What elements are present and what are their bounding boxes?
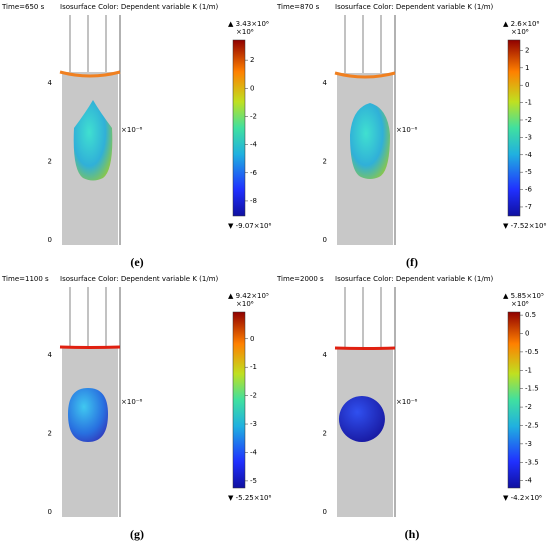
axis-scale: ×10⁻⁶ <box>396 398 417 406</box>
colorbar-min: ▼ -9.07×10⁶ <box>228 222 271 230</box>
time-label: Time=650 s <box>1 3 45 11</box>
colorbar-tick-label: -3 <box>525 440 532 448</box>
colorbar-tick-label: -8 <box>250 197 257 205</box>
colorbar-tick-label: -2 <box>525 116 532 124</box>
plot-title: Isosurface Color: Dependent variable K (… <box>335 3 494 11</box>
colorbar-min: ▼ -7.52×10⁶ <box>503 222 546 230</box>
colorbar-tick-label: -7 <box>525 203 532 211</box>
colorbar-tick-label: -5 <box>250 477 257 485</box>
colorbar-tick-label: -3 <box>250 420 257 428</box>
colorbar-tick-label: -2 <box>525 403 532 411</box>
colorbar-tick-label: 0 <box>250 335 254 343</box>
plot-title: Isosurface Color: Dependent variable K (… <box>60 275 219 283</box>
caption: (e) <box>130 255 143 269</box>
colorbar-tick-label: -4 <box>250 141 258 149</box>
panel: Time=1100 s Isosurface Color: Dependent v… <box>1 275 271 541</box>
interface <box>59 70 121 78</box>
colorbar-tick-label: -3 <box>525 133 532 141</box>
colorbar <box>232 39 246 217</box>
colorbar-tick-label: -0.5 <box>525 348 539 356</box>
colorbar-multiplier: ×10⁶ <box>511 28 529 36</box>
colorbar-tick-label: -2 <box>250 112 257 120</box>
colorbar-max: ▲ 2.6×10⁶ <box>503 20 540 28</box>
caption: (g) <box>130 527 144 541</box>
colorbar-tick-label: 0 <box>525 330 529 338</box>
colorbar-tick-label: -4 <box>250 448 258 456</box>
y-tick-label: 0 <box>48 508 52 516</box>
colorbar <box>507 39 521 217</box>
time-label: Time=870 s <box>276 3 320 11</box>
colorbar-max: ▲ 3.43×10⁶ <box>228 20 269 28</box>
colorbar-tick-label: 0 <box>250 84 254 92</box>
caption: (h) <box>405 527 420 541</box>
colorbar-tick-label: -3.5 <box>525 458 539 466</box>
panel: Time=870 s Isosurface Color: Dependent va… <box>276 3 546 269</box>
droplet <box>350 103 390 179</box>
y-tick-label: 0 <box>323 508 327 516</box>
colorbar-tick-label: -6 <box>525 186 533 194</box>
colorbar-tick-label: -1 <box>250 363 257 371</box>
plot-title: Isosurface Color: Dependent variable K (… <box>335 275 494 283</box>
interface <box>334 71 396 79</box>
colorbar-multiplier: ×10⁶ <box>236 300 254 308</box>
colorbar-max: ▲ 5.85×10⁵ <box>503 292 544 300</box>
droplet <box>338 396 385 442</box>
y-tick-label: 4 <box>48 79 53 87</box>
colorbar-tick-label: -6 <box>250 169 258 177</box>
plot-title: Isosurface Color: Dependent variable K (… <box>60 3 219 11</box>
colorbar-tick-label: -1 <box>525 99 532 107</box>
colorbar-multiplier: ×10⁶ <box>236 28 254 36</box>
time-label: Time=2000 s <box>276 275 324 283</box>
colorbar-tick-label: 1 <box>525 64 529 72</box>
colorbar-tick-label: -4 <box>525 151 533 159</box>
interface <box>334 346 396 350</box>
colorbar <box>507 311 521 489</box>
y-tick-label: 0 <box>48 236 52 244</box>
time-label: Time=1100 s <box>1 275 49 283</box>
y-tick-label: 2 <box>48 158 52 166</box>
axis-scale: ×10⁻⁶ <box>396 126 417 134</box>
y-tick-label: 2 <box>323 430 327 438</box>
colorbar-tick-label: 0.5 <box>525 311 536 319</box>
colorbar-tick-label: -2.5 <box>525 421 539 429</box>
y-tick-label: 0 <box>323 236 327 244</box>
colorbar-tick-label: -4 <box>525 477 533 485</box>
y-tick-label: 4 <box>48 351 53 359</box>
caption: (f) <box>406 255 418 269</box>
colorbar-tick-label: -1.5 <box>525 385 539 393</box>
colorbar <box>232 311 246 489</box>
colorbar-tick-label: -5 <box>525 168 532 176</box>
colorbar-min: ▼ -4.2×10⁶ <box>503 494 542 502</box>
droplet <box>73 100 113 181</box>
colorbar-tick-label: -2 <box>250 392 257 400</box>
panel: Time=2000 s Isosurface Color: Dependent v… <box>276 275 544 541</box>
axis-scale: ×10⁻⁶ <box>121 398 142 406</box>
y-tick-label: 2 <box>323 158 327 166</box>
axis-scale: ×10⁻⁶ <box>121 126 142 134</box>
y-tick-label: 2 <box>48 430 52 438</box>
colorbar-max: ▲ 9.42×10⁵ <box>228 292 269 300</box>
colorbar-min: ▼ -5.25×10⁶ <box>228 494 271 502</box>
panel: Time=650 s Isosurface Color: Dependent va… <box>1 3 271 269</box>
droplet <box>68 388 108 442</box>
interface <box>59 345 121 349</box>
y-tick-label: 4 <box>323 351 328 359</box>
colorbar-multiplier: ×10⁶ <box>511 300 529 308</box>
y-tick-label: 4 <box>323 79 328 87</box>
colorbar-tick-label: -1 <box>525 366 532 374</box>
colorbar-tick-label: 2 <box>525 46 529 54</box>
colorbar-tick-label: 2 <box>250 56 254 64</box>
colorbar-tick-label: 0 <box>525 81 529 89</box>
